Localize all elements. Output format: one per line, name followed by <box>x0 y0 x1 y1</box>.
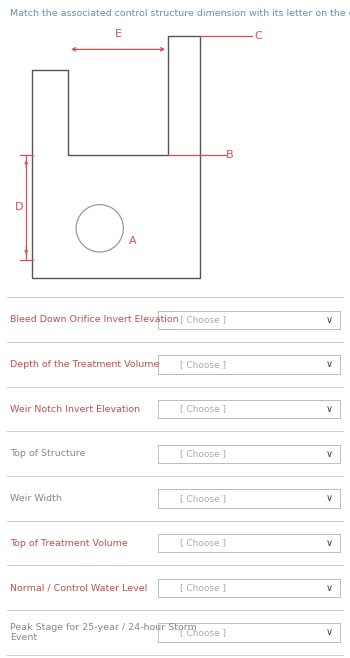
Text: [ Choose ]: [ Choose ] <box>180 583 226 592</box>
Text: D: D <box>15 202 24 213</box>
Text: [ Choose ]: [ Choose ] <box>180 628 226 637</box>
Text: C: C <box>255 31 262 41</box>
Text: ∨: ∨ <box>326 359 332 369</box>
Text: [ Choose ]: [ Choose ] <box>180 405 226 414</box>
Text: Weir Notch Invert Elevation: Weir Notch Invert Elevation <box>10 405 141 414</box>
Text: ∨: ∨ <box>326 583 332 593</box>
Text: E: E <box>115 29 122 39</box>
Text: [ Choose ]: [ Choose ] <box>180 315 226 324</box>
Text: Top of Structure: Top of Structure <box>10 449 86 458</box>
Text: [ Choose ]: [ Choose ] <box>180 538 226 547</box>
Text: Match the associated control structure dimension with its letter on the diagram.: Match the associated control structure d… <box>10 9 350 18</box>
Text: ∨: ∨ <box>326 538 332 548</box>
Text: ∨: ∨ <box>326 315 332 325</box>
Text: B: B <box>226 149 233 160</box>
Text: Depth of the Treatment Volume: Depth of the Treatment Volume <box>10 360 160 369</box>
Text: Peak Stage for 25-year / 24-hour Storm
Event: Peak Stage for 25-year / 24-hour Storm E… <box>10 622 197 642</box>
Text: Weir Width: Weir Width <box>10 494 62 503</box>
Text: ∨: ∨ <box>326 449 332 459</box>
Text: Normal / Control Water Level: Normal / Control Water Level <box>10 583 148 592</box>
Text: ∨: ∨ <box>326 494 332 503</box>
Text: Bleed Down Orifice Invert Elevation: Bleed Down Orifice Invert Elevation <box>10 315 179 324</box>
Text: [ Choose ]: [ Choose ] <box>180 449 226 458</box>
Text: A: A <box>129 236 136 247</box>
Text: [ Choose ]: [ Choose ] <box>180 494 226 503</box>
Text: ∨: ∨ <box>326 404 332 414</box>
Text: ∨: ∨ <box>326 627 332 638</box>
Text: Top of Treatment Volume: Top of Treatment Volume <box>10 538 128 547</box>
Text: [ Choose ]: [ Choose ] <box>180 360 226 369</box>
